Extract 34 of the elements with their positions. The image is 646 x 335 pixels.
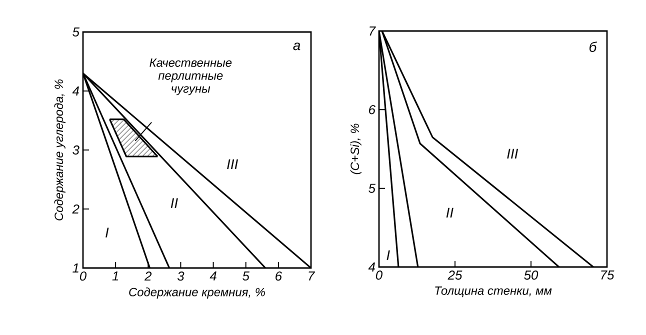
y-tick-label: 5 [368,184,376,193]
x-tick-label: 1 [112,272,118,280]
y-tick-label: 4 [368,262,375,272]
annotation: I [386,250,390,260]
y-tick-label: 7 [370,26,376,36]
annotation: II [170,198,178,208]
x-tick-label: 2 [144,272,152,281]
x-tick-label: 4 [210,272,216,280]
annotation: III [227,159,238,169]
x-tick-label: 7 [308,272,316,280]
y-tick-label: 2 [72,204,80,214]
y-tick-label: 3 [72,145,80,155]
x-axis-title: Толщина стенки, мм [435,286,552,298]
annotation: б [590,42,598,52]
x-tick-label: 50 [524,270,538,280]
x-tick-label: 0 [376,270,382,280]
y-axis-title: Содержание углерода, % [54,79,66,220]
x-tick-label: 5 [242,272,250,281]
x-tick-label: 75 [601,270,614,280]
x-axis-title: Содержание кремния, % [129,288,265,299]
x-tick-label: 0 [80,272,86,281]
y-tick-label: 1 [72,264,78,272]
annotation: II [446,208,454,218]
annotation: III [507,148,518,159]
y-tick-label: 4 [72,86,79,96]
text: Качественные перлитные чугуны [150,58,232,96]
x-tick-label: 6 [276,272,282,281]
annotation: I [106,228,109,238]
y-tick-label: 5 [72,27,80,37]
y-axis-title: (C+Si), % [350,124,362,174]
annotation: а [293,42,300,50]
y-tick-label: 6 [369,105,376,114]
x-tick-label: 3 [177,272,184,281]
x-tick-label: 25 [448,270,462,280]
